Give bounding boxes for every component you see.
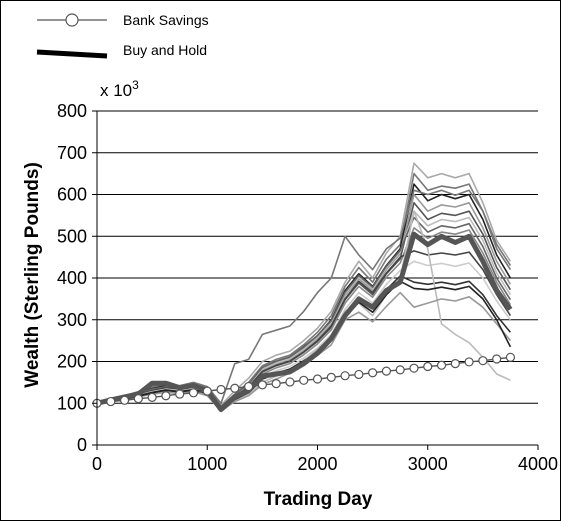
y-axis-label: Wealth (Sterling Pounds) [22, 162, 43, 388]
bank-savings-marker [340, 371, 350, 381]
strategy-series-line [96, 189, 512, 405]
strategy-series-line [96, 216, 512, 409]
series-layer [92, 162, 516, 413]
x-tick-label: 0 [92, 454, 102, 474]
bank-savings-marker [478, 356, 488, 366]
y-tick-label: 0 [77, 435, 87, 455]
strategy-series-line [96, 250, 512, 410]
tick-labels: 0 100 200 300 400 500 600 700 800 0 1000 2000 3000 40… [57, 101, 558, 474]
y-tick-label: 500 [57, 226, 87, 246]
bank-savings-marker [368, 368, 378, 378]
y-multiplier-base: x 10 [100, 81, 132, 100]
bank-savings-marker [119, 395, 130, 405]
x-tick-label: 4000 [518, 454, 558, 474]
grid-lines [97, 110, 538, 404]
bank-savings-marker [216, 384, 226, 395]
bank-savings-marker [381, 366, 392, 376]
y-multiplier-exponent: 3 [132, 78, 139, 92]
bank-savings-marker [175, 389, 185, 399]
bank-savings-marker [271, 379, 281, 389]
bank-savings-marker [326, 372, 336, 382]
legend-buyhold-label: Buy and Hold [123, 42, 207, 58]
x-axis-label: Trading Day [264, 489, 373, 510]
bank-savings-marker [257, 380, 267, 390]
buy-and-hold-line [96, 231, 513, 412]
bank-savings-marker [505, 352, 516, 362]
y-tick-label: 600 [57, 185, 87, 205]
bank-savings-marker [299, 375, 309, 385]
y-tick-label: 400 [57, 268, 87, 288]
bank-savings-marker [312, 374, 323, 384]
bank-savings-marker [188, 388, 199, 398]
strategy-series-line [96, 183, 512, 409]
strategy-series-line [96, 260, 512, 411]
bank-savings-marker [285, 377, 295, 387]
bank-savings-marker [202, 386, 212, 396]
strategy-series-line [96, 172, 512, 408]
bank-savings-marker [243, 381, 254, 392]
axes [92, 110, 539, 450]
bank-savings-marker [423, 361, 433, 372]
bank-savings-marker [409, 363, 419, 373]
bank-savings-marker [450, 358, 460, 369]
bank-savings-marker [147, 392, 157, 403]
bank-savings-marker [161, 391, 171, 401]
x-tick-label: 2000 [297, 454, 337, 474]
legend-bank-label: Bank Savings [123, 12, 209, 28]
bank-savings-marker [354, 369, 364, 380]
bank-savings-marker [395, 365, 405, 375]
bank-savings-marker [133, 394, 143, 404]
y-multiplier: x 103 [100, 78, 139, 100]
x-tick-label: 3000 [408, 454, 448, 474]
y-tick-label: 700 [57, 143, 87, 163]
bank-savings-marker [230, 383, 240, 393]
y-tick-label: 200 [57, 352, 87, 372]
bank-savings-marker [464, 357, 474, 367]
bank-savings-marker [106, 396, 116, 407]
bank-savings-marker [436, 360, 447, 370]
y-tick-label: 100 [57, 393, 87, 413]
legend-buyhold-line [36, 49, 108, 59]
bank-savings-marker [492, 354, 502, 364]
y-tick-label: 300 [57, 310, 87, 330]
x-tick-label: 1000 [187, 454, 227, 474]
y-tick-label: 800 [57, 101, 87, 121]
legend-bank-marker [65, 13, 79, 27]
